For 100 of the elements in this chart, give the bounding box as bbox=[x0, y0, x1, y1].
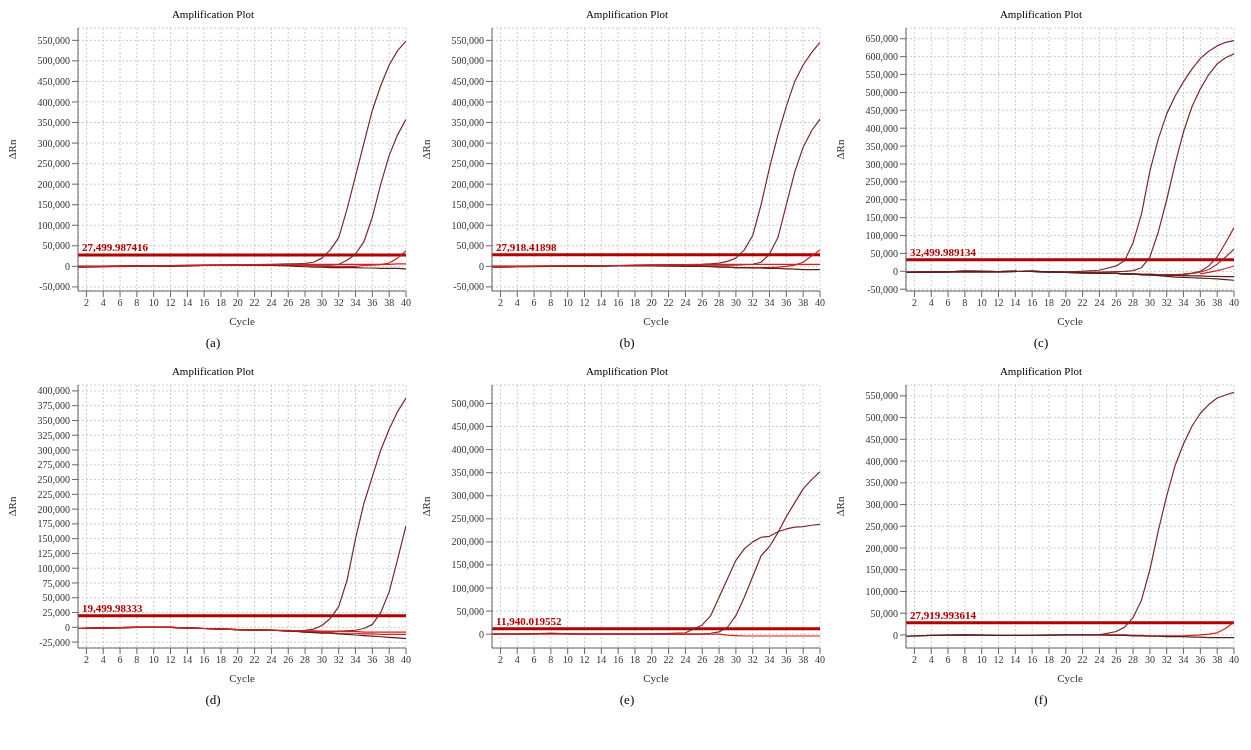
y-tick-label: 550,000 bbox=[451, 34, 484, 46]
y-tick-label: 200,000 bbox=[37, 503, 70, 515]
x-axis-title: Cycle bbox=[643, 315, 669, 327]
y-tick-label: 450,000 bbox=[37, 75, 70, 87]
y-tick-label: 400,000 bbox=[451, 444, 484, 456]
x-tick-label: 36 bbox=[781, 654, 792, 666]
x-tick-label: 18 bbox=[1043, 654, 1054, 666]
y-tick-label: 300,000 bbox=[865, 158, 898, 170]
x-tick-label: 12 bbox=[165, 654, 176, 666]
x-tick-label: 18 bbox=[1043, 297, 1054, 309]
x-tick-label: 20 bbox=[232, 297, 243, 309]
y-tick-label: -25,000 bbox=[39, 636, 70, 648]
x-tick-label: 36 bbox=[367, 297, 378, 309]
x-tick-label: 26 bbox=[283, 297, 294, 309]
x-tick-label: 12 bbox=[579, 297, 590, 309]
y-tick-label: 150,000 bbox=[37, 533, 70, 545]
x-tick-label: 4 bbox=[928, 297, 934, 309]
y-tick-label: 0 bbox=[65, 260, 70, 272]
x-tick-label: 8 bbox=[134, 654, 140, 666]
x-tick-label: 14 bbox=[596, 297, 607, 309]
x-tick-label: 28 bbox=[300, 654, 311, 666]
y-tick-label: 350,000 bbox=[37, 415, 70, 427]
text: (b) bbox=[619, 335, 635, 350]
x-tick-label: 14 bbox=[1010, 654, 1021, 666]
y-tick-label: 300,000 bbox=[865, 499, 898, 511]
y-tick-label: 50,000 bbox=[870, 247, 898, 259]
x-tick-label: 28 bbox=[714, 297, 725, 309]
x-tick-label: 38 bbox=[1212, 654, 1223, 666]
x-tick-label: 20 bbox=[646, 654, 657, 666]
x-tick-label: 4 bbox=[514, 654, 520, 666]
x-tick-label: 16 bbox=[613, 654, 624, 666]
ref-line-label: 27,918.41898 bbox=[496, 240, 557, 253]
x-tick-label: 38 bbox=[384, 297, 395, 309]
y-tick-label: 450,000 bbox=[865, 433, 898, 445]
x-tick-label: 38 bbox=[384, 654, 395, 666]
y-tick-label: 500,000 bbox=[451, 398, 484, 410]
y-tick-label: 250,000 bbox=[37, 158, 70, 170]
y-tick-label: 50,000 bbox=[42, 240, 70, 252]
chart-title: Amplification Plot bbox=[584, 8, 670, 22]
text: (e) bbox=[619, 692, 635, 707]
x-tick-label: 28 bbox=[1128, 654, 1139, 666]
x-tick-label: 4 bbox=[100, 654, 106, 666]
x-tick-label: 40 bbox=[401, 654, 411, 666]
x-tick-label: 20 bbox=[1060, 297, 1071, 309]
x-tick-label: 38 bbox=[798, 654, 809, 666]
y-tick-label: 0 bbox=[479, 628, 484, 640]
x-tick-label: 2 bbox=[911, 297, 917, 309]
x-tick-label: 32 bbox=[1161, 654, 1172, 666]
y-tick-label: 325,000 bbox=[37, 429, 70, 441]
y-tick-label: 25,000 bbox=[42, 607, 70, 619]
y-tick-label: 0 bbox=[893, 629, 898, 641]
y-tick-label: 250,000 bbox=[865, 176, 898, 188]
y-axis-title: ΔRn bbox=[419, 139, 432, 160]
y-tick-label: 300,000 bbox=[37, 137, 70, 149]
y-tick-label: 250,000 bbox=[865, 520, 898, 532]
x-tick-label: 38 bbox=[798, 297, 809, 309]
x-tick-label: 16 bbox=[1027, 297, 1038, 309]
x-tick-label: 40 bbox=[815, 654, 825, 666]
x-tick-label: 38 bbox=[1212, 297, 1223, 309]
x-tick-label: 26 bbox=[1111, 654, 1122, 666]
chart-title: Amplification Plot bbox=[170, 365, 256, 379]
x-tick-label: 22 bbox=[249, 297, 260, 309]
y-tick-label: 400,000 bbox=[37, 385, 70, 397]
y-tick-label: 250,000 bbox=[451, 513, 484, 525]
y-tick-label: 550,000 bbox=[37, 34, 70, 46]
x-tick-label: 26 bbox=[1111, 297, 1122, 309]
y-tick-label: 250,000 bbox=[37, 474, 70, 486]
x-tick-label: 2 bbox=[83, 654, 89, 666]
x-tick-label: 12 bbox=[579, 654, 590, 666]
x-tick-label: 8 bbox=[962, 654, 968, 666]
y-tick-label: 400,000 bbox=[37, 96, 70, 108]
y-tick-label: 50,000 bbox=[42, 592, 70, 604]
x-tick-label: 16 bbox=[199, 297, 210, 309]
x-tick-label: 20 bbox=[1060, 654, 1071, 666]
y-tick-label: 175,000 bbox=[37, 518, 70, 530]
x-tick-label: 24 bbox=[1094, 297, 1105, 309]
y-tick-label: 300,000 bbox=[451, 490, 484, 502]
ref-line-label: 27,919.993614 bbox=[910, 608, 977, 621]
y-axis-title: ΔRn bbox=[833, 139, 846, 160]
x-tick-label: 14 bbox=[1010, 297, 1021, 309]
y-tick-label: 650,000 bbox=[865, 33, 898, 45]
x-tick-label: 34 bbox=[1178, 654, 1189, 666]
y-tick-label: 150,000 bbox=[37, 199, 70, 211]
ref-line-label: 32,499.989134 bbox=[910, 245, 977, 258]
chart-title: Amplification Plot bbox=[170, 8, 256, 22]
y-tick-label: -50,000 bbox=[453, 281, 484, 293]
y-tick-label: 300,000 bbox=[451, 137, 484, 149]
x-tick-label: 40 bbox=[401, 297, 411, 309]
x-tick-label: 28 bbox=[1128, 297, 1139, 309]
x-tick-label: 22 bbox=[1077, 297, 1088, 309]
x-tick-label: 4 bbox=[514, 297, 520, 309]
x-tick-label: 24 bbox=[266, 654, 277, 666]
ref-line-label: 11,940.019552 bbox=[496, 614, 562, 627]
x-tick-label: 8 bbox=[548, 654, 554, 666]
x-axis-title: Cycle bbox=[229, 672, 255, 684]
text: (f) bbox=[1034, 692, 1048, 707]
x-tick-label: 18 bbox=[215, 297, 226, 309]
x-tick-label: 30 bbox=[316, 297, 327, 309]
y-tick-label: -50,000 bbox=[867, 283, 898, 295]
x-tick-label: 6 bbox=[117, 297, 123, 309]
